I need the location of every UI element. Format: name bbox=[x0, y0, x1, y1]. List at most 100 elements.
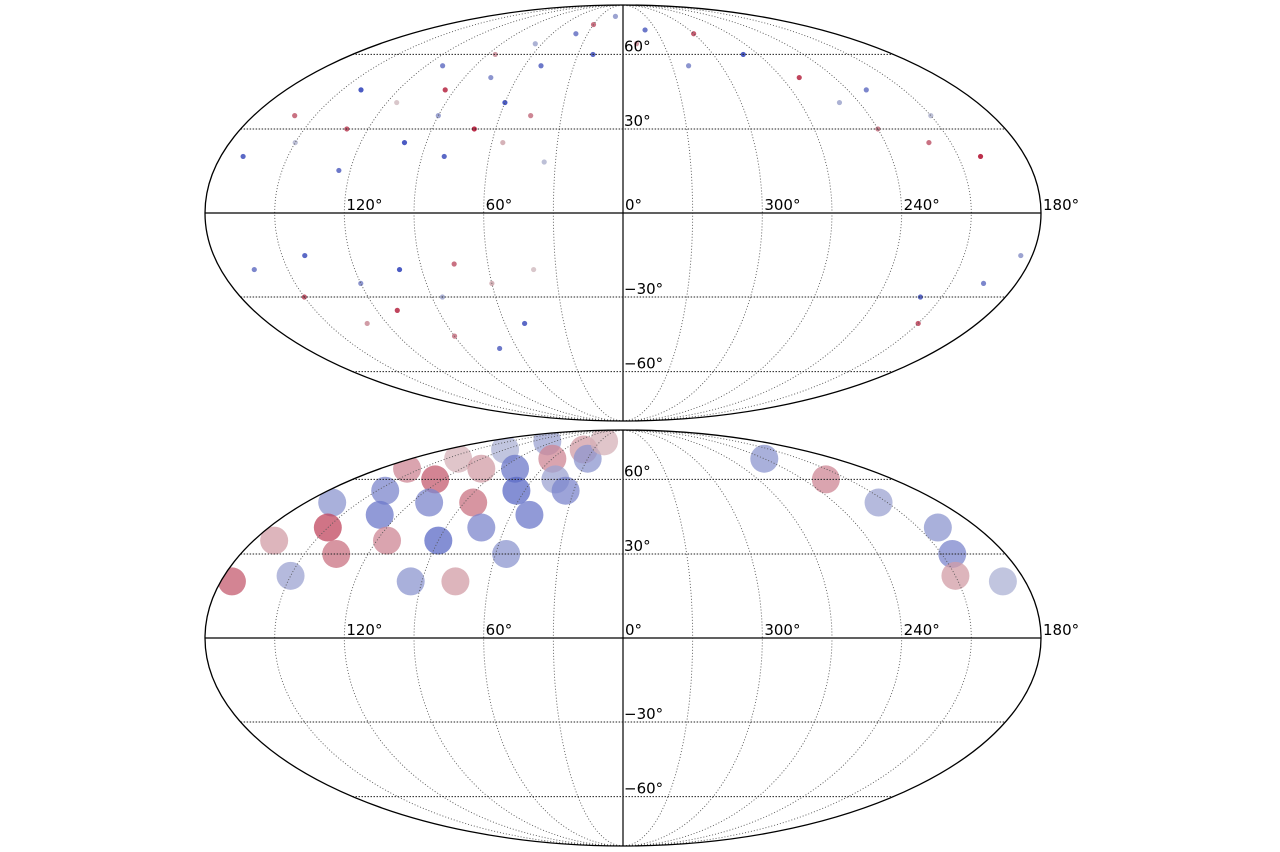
data-point bbox=[633, 41, 640, 47]
marks bbox=[240, 13, 1024, 352]
density-cell bbox=[260, 526, 289, 555]
data-point bbox=[977, 153, 984, 160]
data-point bbox=[926, 139, 932, 146]
x-tick-label: 0° bbox=[625, 621, 642, 639]
data-point bbox=[401, 139, 408, 146]
data-point bbox=[240, 153, 246, 160]
data-point bbox=[642, 27, 648, 33]
density-cell bbox=[396, 567, 425, 596]
data-point bbox=[980, 280, 987, 287]
data-point bbox=[538, 63, 544, 69]
y-tick-label: −30° bbox=[624, 280, 663, 298]
data-point bbox=[441, 153, 447, 160]
density-cell bbox=[421, 465, 450, 494]
data-point bbox=[442, 87, 448, 93]
x-tick-label: 60° bbox=[486, 621, 513, 639]
data-point bbox=[358, 280, 364, 287]
map-border bbox=[204, 4, 1042, 422]
density-cell bbox=[371, 476, 400, 505]
data-point bbox=[251, 266, 257, 273]
map-panel: 120° 60° 0° 300° 240° 180° 60° 30° −30° −60° bbox=[204, 4, 1079, 422]
data-point bbox=[440, 63, 446, 69]
x-tick-label: 120° bbox=[346, 196, 382, 214]
data-point bbox=[497, 345, 503, 352]
data-point bbox=[471, 126, 477, 132]
density-cell bbox=[441, 567, 470, 596]
density-cell bbox=[322, 539, 351, 568]
data-point bbox=[796, 74, 802, 81]
density-cell bbox=[415, 488, 444, 517]
data-point bbox=[528, 113, 534, 119]
x-tick-label: 60° bbox=[486, 196, 513, 214]
data-point bbox=[396, 266, 403, 273]
density-cell bbox=[923, 513, 952, 542]
y-tick-label: 30° bbox=[624, 537, 651, 555]
data-point bbox=[863, 87, 869, 93]
data-point bbox=[915, 320, 921, 327]
data-point bbox=[292, 113, 298, 119]
data-point bbox=[532, 41, 538, 47]
data-point bbox=[522, 320, 528, 327]
data-point bbox=[394, 307, 400, 313]
density-cell bbox=[590, 430, 619, 456]
map-border bbox=[204, 429, 1042, 847]
data-point bbox=[358, 87, 364, 93]
data-point bbox=[917, 294, 924, 300]
density-cell bbox=[750, 444, 779, 473]
density-cell bbox=[373, 526, 402, 555]
density-cell bbox=[538, 444, 567, 473]
y-tick-label: −30° bbox=[624, 705, 663, 723]
marks bbox=[217, 430, 1017, 596]
data-point bbox=[541, 159, 547, 165]
x-tick-label: 120° bbox=[346, 621, 382, 639]
data-point bbox=[302, 252, 308, 259]
x-tick-label: 240° bbox=[904, 196, 940, 214]
data-point bbox=[394, 99, 400, 106]
density-cell bbox=[365, 500, 394, 529]
x-tick-label: 180° bbox=[1043, 196, 1079, 214]
x-tick-label: 300° bbox=[764, 621, 800, 639]
density-cell bbox=[941, 561, 970, 590]
data-point bbox=[573, 31, 579, 37]
data-point bbox=[435, 113, 441, 119]
data-point bbox=[364, 320, 370, 327]
data-point bbox=[1018, 252, 1024, 259]
density-cell bbox=[467, 513, 496, 542]
data-point bbox=[531, 266, 537, 273]
y-tick-label: 60° bbox=[624, 462, 651, 480]
density-cell bbox=[424, 526, 453, 555]
data-point bbox=[685, 63, 692, 69]
x-tick-label: 300° bbox=[764, 196, 800, 214]
density-cell bbox=[217, 567, 246, 596]
density-cell bbox=[276, 561, 305, 590]
data-point bbox=[500, 139, 506, 146]
data-point bbox=[451, 261, 457, 267]
data-point bbox=[336, 167, 342, 174]
x-tick-label: 180° bbox=[1043, 621, 1079, 639]
data-point bbox=[292, 139, 298, 146]
data-point bbox=[502, 99, 508, 106]
data-point bbox=[691, 31, 697, 37]
x-tick-label: 0° bbox=[625, 196, 642, 214]
density-cell bbox=[551, 476, 580, 505]
density-cell bbox=[492, 539, 521, 568]
density-cell bbox=[467, 454, 496, 483]
density-cell bbox=[502, 476, 531, 505]
data-point bbox=[612, 13, 619, 19]
density-cell bbox=[393, 454, 422, 483]
y-tick-label: −60° bbox=[624, 780, 663, 798]
y-tick-label: −60° bbox=[624, 355, 663, 373]
y-tick-label: 60° bbox=[624, 37, 651, 55]
data-point bbox=[836, 99, 843, 106]
density-cell bbox=[444, 444, 473, 473]
y-tick-label: 30° bbox=[624, 112, 651, 130]
density-cell bbox=[318, 488, 347, 517]
x-tick-label: 240° bbox=[904, 621, 940, 639]
density-cell bbox=[864, 488, 893, 517]
density-cell bbox=[515, 500, 544, 529]
density-cell bbox=[459, 488, 488, 517]
data-point bbox=[488, 74, 494, 81]
map-panel: 120° 60° 0° 300° 240° 180° 60° 30° −30° −60° bbox=[204, 429, 1079, 847]
density-cell bbox=[313, 513, 342, 542]
